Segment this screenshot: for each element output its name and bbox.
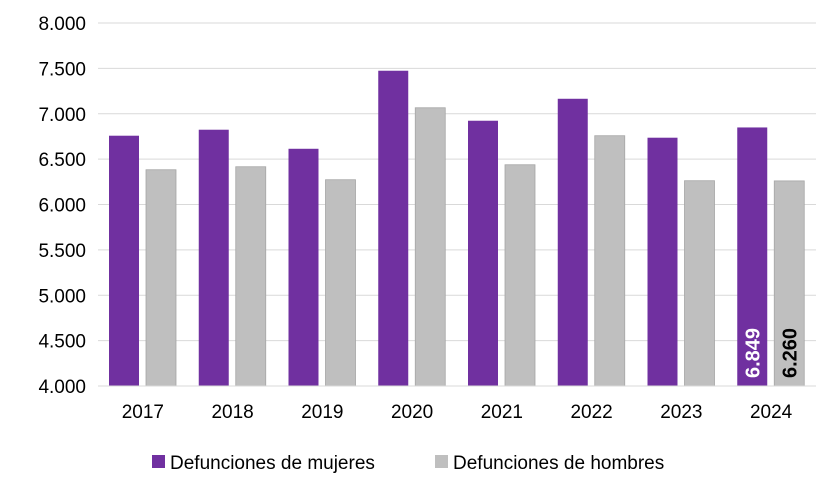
y-tick-label: 8.000 xyxy=(38,14,86,35)
x-tick-label: 2024 xyxy=(750,402,793,423)
y-tick-label: 5.000 xyxy=(38,286,86,307)
bar-mujeres-2017 xyxy=(109,135,139,386)
x-tick-label: 2021 xyxy=(481,402,523,423)
x-tick-label: 2020 xyxy=(391,402,433,423)
bar-hombres-2022 xyxy=(594,135,626,387)
y-tick-label: 6.000 xyxy=(38,196,86,217)
bar-mujeres-2018 xyxy=(198,129,229,387)
x-tick-label: 2017 xyxy=(122,402,164,423)
legend-swatch xyxy=(435,455,448,468)
legend-swatch xyxy=(152,455,165,468)
bar-mujeres-2021 xyxy=(468,120,498,387)
bar-hombres-2019 xyxy=(325,179,356,387)
y-tick-label: 4.500 xyxy=(38,332,86,353)
data-label: 6.849 xyxy=(742,328,764,378)
bar-hombres-2018 xyxy=(235,166,267,387)
y-tick-label: 5.500 xyxy=(38,241,86,262)
bar-mujeres-2019 xyxy=(288,148,319,386)
x-tick-label: 2019 xyxy=(301,402,343,423)
legend-label: Defunciones de hombres xyxy=(453,453,664,474)
bar-mujeres-2024 xyxy=(737,127,768,386)
bar-hombres-2023 xyxy=(684,180,715,387)
y-tick-label: 7.000 xyxy=(38,105,86,126)
bar-mujeres-2022 xyxy=(557,98,588,387)
x-tick-label: 2022 xyxy=(570,402,612,423)
x-tick-label: 2018 xyxy=(211,402,253,423)
y-tick-label: 4.000 xyxy=(38,377,86,398)
bar-hombres-2021 xyxy=(504,164,536,387)
data-label: 6.260 xyxy=(779,328,801,378)
bar-hombres-2020 xyxy=(414,107,446,387)
bar-hombres-2024 xyxy=(773,180,805,387)
y-tick-label: 7.500 xyxy=(38,59,86,80)
bar-mujeres-2023 xyxy=(647,137,678,386)
bar-hombres-2017 xyxy=(145,169,177,387)
bar-mujeres-2020 xyxy=(378,70,409,386)
x-tick-label: 2023 xyxy=(660,402,702,423)
y-tick-label: 6.500 xyxy=(38,150,86,171)
legend-label: Defunciones de mujeres xyxy=(170,453,375,474)
